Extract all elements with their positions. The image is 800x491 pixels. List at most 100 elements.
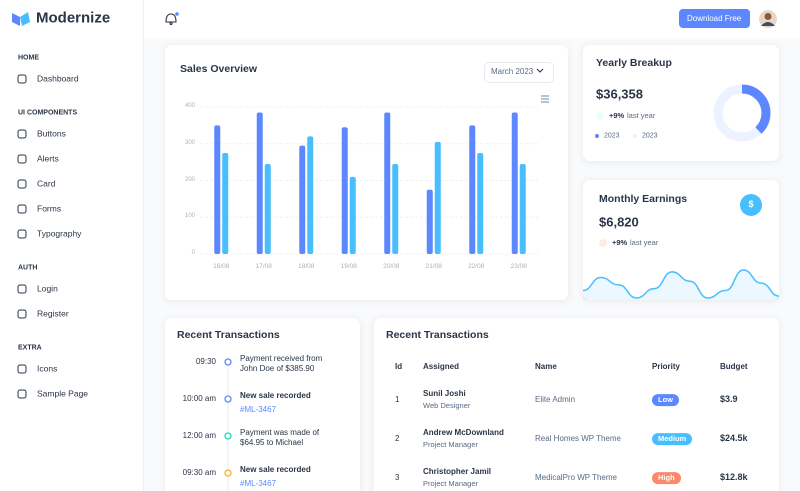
cell-assigned: Christopher Jamil — [423, 466, 492, 476]
bar — [384, 112, 391, 254]
timeline-time: 12:00 am — [182, 430, 216, 440]
x-tick-label: 16/08 — [213, 262, 230, 270]
y-tick-label: 200 — [184, 176, 195, 183]
bar — [511, 112, 518, 254]
timeline-link[interactable]: #ML-3467 — [240, 478, 277, 488]
column-header: Id — [395, 361, 403, 371]
timeline-text: Payment received from John Doe of $385.9… — [240, 354, 323, 374]
sidebar-section-title: EXTRA — [18, 344, 42, 352]
sidebar-icon — [17, 389, 27, 399]
y-tick-label: 0 — [191, 250, 195, 257]
timeline-dot — [224, 395, 232, 403]
sidebar-item[interactable]: Card — [37, 178, 56, 189]
x-tick-label: 23/08 — [510, 262, 527, 270]
sidebar-item[interactable]: Forms — [37, 203, 62, 214]
cell-name: Real Homes WP Theme — [535, 433, 621, 443]
legend-dot — [595, 134, 599, 138]
chart-title: Sales Overview — [180, 63, 258, 76]
area-fill — [583, 270, 779, 300]
sidebar-icon — [17, 74, 27, 84]
bar — [264, 163, 271, 254]
bell-icon[interactable] — [165, 12, 179, 26]
timeline-text: Payment was made of $64.95 to Michael — [240, 428, 320, 448]
sidebar-item[interactable]: Typography — [37, 228, 82, 239]
x-tick-label: 18/08 — [298, 262, 315, 270]
avatar[interactable] — [759, 10, 777, 28]
card-title: Monthly Earnings — [599, 193, 688, 206]
column-header: Budget — [720, 361, 748, 371]
legend-label: 2023 — [604, 132, 620, 140]
sidebar-icon — [17, 284, 27, 294]
up-icon — [596, 112, 604, 120]
sidebar-item[interactable]: Icons — [37, 363, 58, 374]
column-header: Priority — [652, 361, 681, 371]
sidebar-icon — [17, 154, 27, 164]
sidebar-item[interactable]: Register — [37, 308, 69, 319]
cell-assigned: Andrew McDownland — [423, 427, 504, 437]
timeline-dot — [224, 469, 232, 477]
card-title: Recent Transactions — [177, 329, 280, 342]
timeline-time: 10:00 am — [182, 393, 216, 403]
sidebar-section-title: UI COMPONENTS — [18, 109, 78, 117]
bar — [299, 145, 306, 254]
sidebar — [0, 0, 144, 491]
bar — [307, 136, 314, 254]
cell-budget: $12.8k — [720, 472, 748, 483]
bar — [477, 152, 484, 254]
icon-text: $ — [748, 199, 754, 210]
sidebar-icon — [17, 129, 27, 139]
x-tick-label: 17/08 — [255, 262, 272, 270]
sidebar-item[interactable]: Alerts — [37, 153, 59, 164]
month-select[interactable] — [484, 62, 554, 83]
month-select-label[interactable]: March 2023 — [491, 66, 534, 76]
chart-menu-icon[interactable] — [541, 95, 549, 103]
change-note: last year — [630, 238, 659, 248]
y-tick-label: 100 — [184, 213, 195, 220]
donut-segment — [713, 84, 771, 142]
column-header: Assigned — [423, 361, 460, 371]
y-tick-label: 300 — [184, 139, 195, 146]
card-title: Recent Transactions — [386, 329, 489, 342]
timeline-link[interactable]: #ML-3467 — [240, 404, 277, 414]
table-card — [374, 318, 779, 491]
x-tick-label: 22/08 — [468, 262, 485, 270]
cell-assigned: Sunil Joshi — [423, 388, 466, 398]
bar — [426, 189, 433, 254]
sales-card — [165, 45, 568, 300]
area-line — [582, 269, 780, 299]
x-tick-label: 21/08 — [425, 262, 442, 270]
x-tick-label: 19/08 — [340, 262, 357, 270]
cell-budget: $3.9 — [720, 394, 738, 405]
priority-badge: Medium — [652, 433, 693, 445]
sidebar-item[interactable]: Buttons — [37, 128, 66, 139]
cell-role: Project Manager — [423, 479, 479, 489]
cell-id: 2 — [395, 433, 400, 443]
sidebar-item[interactable]: Dashboard — [37, 73, 79, 84]
sidebar-section-title: HOME — [18, 54, 39, 62]
timeline-dot — [224, 358, 232, 366]
cell-role: Project Manager — [423, 440, 479, 450]
amount: $36,358 — [596, 86, 643, 102]
bar — [434, 141, 441, 254]
download-button-label[interactable]: Download Free — [687, 13, 742, 23]
column-header: Name — [535, 361, 557, 371]
sidebar-icon — [17, 204, 27, 214]
cell-id: 1 — [395, 394, 400, 404]
logo — [12, 12, 30, 26]
bar — [349, 176, 356, 254]
priority-badge: High — [652, 472, 681, 484]
change-note: last year — [627, 111, 656, 121]
sidebar-item[interactable]: Sample Page — [37, 388, 89, 399]
y-tick-label: 400 — [184, 103, 195, 110]
download-button[interactable] — [679, 9, 750, 28]
sidebar-item[interactable]: Login — [37, 283, 58, 294]
cell-role: Web Designer — [423, 401, 471, 411]
timeline-time: 09:30 — [195, 356, 216, 366]
change: +9% — [609, 111, 625, 121]
timeline-card — [165, 318, 360, 491]
bar — [341, 127, 348, 254]
priority-badge: Low — [652, 394, 679, 406]
cell-name: MedicalPro WP Theme — [535, 472, 617, 482]
cell-id: 3 — [395, 472, 400, 482]
